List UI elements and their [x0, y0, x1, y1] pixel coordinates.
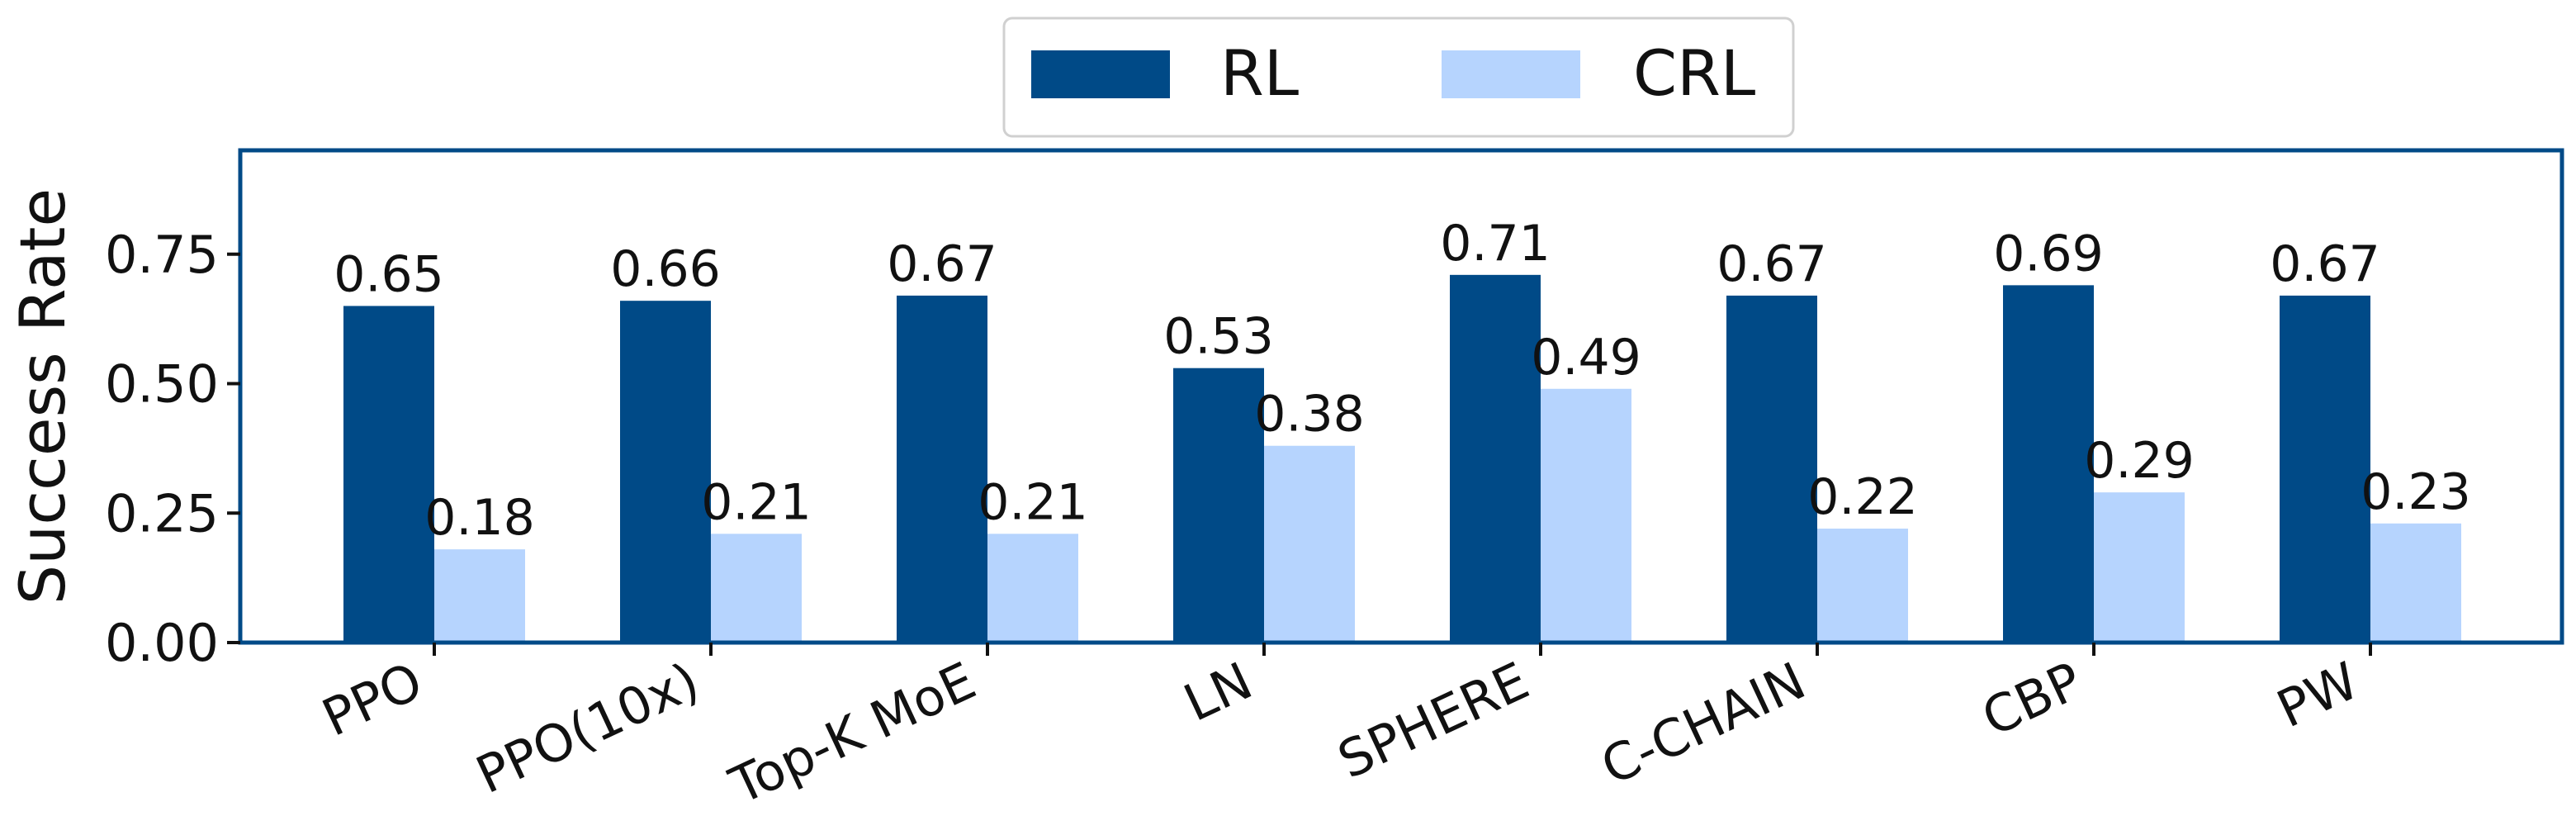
data-label-rl-5: 0.67: [1717, 235, 1827, 293]
value-labels-group: 0.65 0.18 0.66 0.21 0.67 0.21 0.53 0.38 0.71 0.49…: [334, 215, 2471, 547]
bar-crl-0: [434, 549, 525, 643]
bar-crl-3: [1264, 445, 1355, 643]
legend-label-rl: RL: [1220, 36, 1299, 110]
data-label-crl-1: 0.21: [701, 473, 812, 531]
y-tick-label: 0.75: [105, 225, 219, 285]
bar-crl-4: [1541, 388, 1631, 643]
data-label-rl-3: 0.53: [1163, 308, 1274, 366]
data-label-crl-0: 0.18: [424, 489, 535, 547]
y-axis-title: Success Rate: [6, 188, 79, 605]
data-label-rl-0: 0.65: [334, 245, 444, 303]
bar-crl-7: [2370, 523, 2461, 643]
bar-rl-3: [1173, 368, 1264, 643]
legend-swatch-crl: [1442, 50, 1580, 98]
bar-rl-4: [1450, 274, 1541, 643]
x-tick-label: CBP: [1973, 650, 2091, 747]
bar-rl-5: [1726, 295, 1817, 643]
x-axis: PPO PPO(10x) Top-K MoE LN SPHERE C-CHAIN CBP PW: [313, 643, 2372, 816]
bar-rl-1: [620, 301, 711, 643]
x-tick-label: PW: [2268, 650, 2367, 739]
x-tick-label: PPO: [313, 650, 431, 747]
bar-rl-6: [2003, 285, 2094, 643]
data-label-crl-2: 0.21: [978, 473, 1088, 531]
data-label-rl-2: 0.67: [887, 235, 997, 293]
data-label-rl-4: 0.71: [1440, 215, 1551, 273]
bar-crl-1: [711, 534, 802, 643]
bar-crl-6: [2094, 492, 2185, 643]
data-label-rl-1: 0.66: [610, 240, 721, 298]
x-tick-label: SPHERE: [1329, 650, 1538, 790]
y-tick-label: 0.50: [105, 354, 219, 415]
data-label-crl-4: 0.49: [1531, 329, 1641, 387]
bar-rl-7: [2280, 295, 2370, 643]
x-tick-label: LN: [1175, 650, 1261, 733]
x-tick-label: C-CHAIN: [1592, 650, 1814, 796]
y-axis: 0.00 0.25 0.50 0.75: [105, 225, 240, 673]
data-label-rl-6: 0.69: [1993, 225, 2104, 282]
data-label-crl-7: 0.23: [2361, 463, 2471, 521]
legend-box: [1002, 17, 1795, 138]
bar-rl-2: [897, 295, 987, 643]
y-tick-label: 0.00: [105, 613, 219, 673]
legend-label-crl: CRL: [1633, 36, 1755, 110]
legend-swatch-rl: [1031, 50, 1170, 98]
legend: RL CRL: [1002, 17, 1795, 138]
plot-frame: [238, 148, 2564, 645]
data-label-rl-7: 0.67: [2270, 235, 2380, 293]
bar-crl-5: [1817, 529, 1908, 643]
data-label-crl-3: 0.38: [1254, 386, 1365, 444]
x-tick-label: Top-K MoE: [720, 650, 984, 816]
bar-rl-0: [343, 306, 434, 643]
x-tick-label: PPO(10x): [467, 650, 708, 805]
data-label-crl-5: 0.22: [1807, 468, 1918, 526]
bars-group: [343, 274, 2461, 643]
data-label-crl-6: 0.29: [2084, 432, 2195, 490]
bar-crl-2: [987, 534, 1078, 643]
y-tick-label: 0.25: [105, 483, 219, 543]
